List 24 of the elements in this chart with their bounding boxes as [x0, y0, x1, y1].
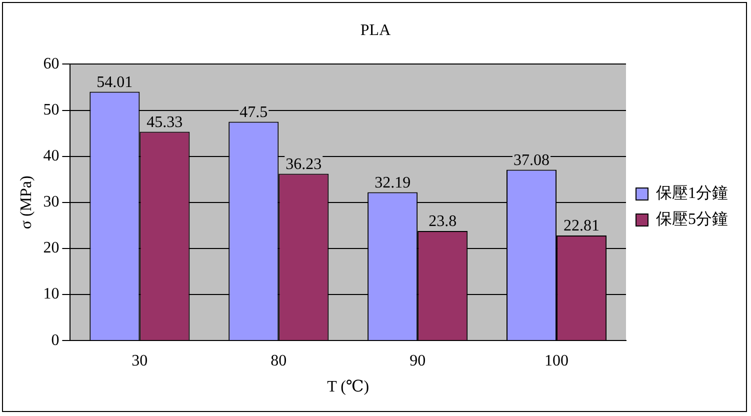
data-label: 23.8 — [428, 213, 457, 230]
y-tick-label: 50 — [43, 101, 60, 118]
x-tick-label: 30 — [132, 352, 148, 370]
y-tick-label: 10 — [43, 286, 60, 303]
x-tick-label: 100 — [544, 352, 569, 370]
x-tick-label: 90 — [410, 352, 426, 370]
y-tick-label: 20 — [43, 240, 60, 257]
legend-label: 保壓1分鐘 — [656, 185, 728, 202]
data-label: 47.5 — [240, 104, 268, 121]
x-axis-title: T (℃) — [327, 378, 370, 396]
data-label: 37.08 — [514, 152, 550, 169]
legend-label: 保壓5分鐘 — [656, 211, 728, 228]
data-label: 45.33 — [146, 114, 183, 131]
y-axis-title: σ (MPa) — [18, 176, 35, 230]
data-label: 36.23 — [286, 156, 322, 173]
x-tick-label: 80 — [270, 352, 287, 370]
y-tick-label: 60 — [43, 55, 60, 72]
y-tick-label: 40 — [43, 148, 60, 165]
y-tick-label: 30 — [43, 194, 60, 211]
y-tick-label: 0 — [51, 332, 60, 349]
chart-title: PLA — [360, 22, 392, 39]
data-label: 32.19 — [374, 174, 411, 192]
data-label: 54.01 — [96, 74, 133, 91]
data-label: 22.81 — [564, 218, 600, 235]
